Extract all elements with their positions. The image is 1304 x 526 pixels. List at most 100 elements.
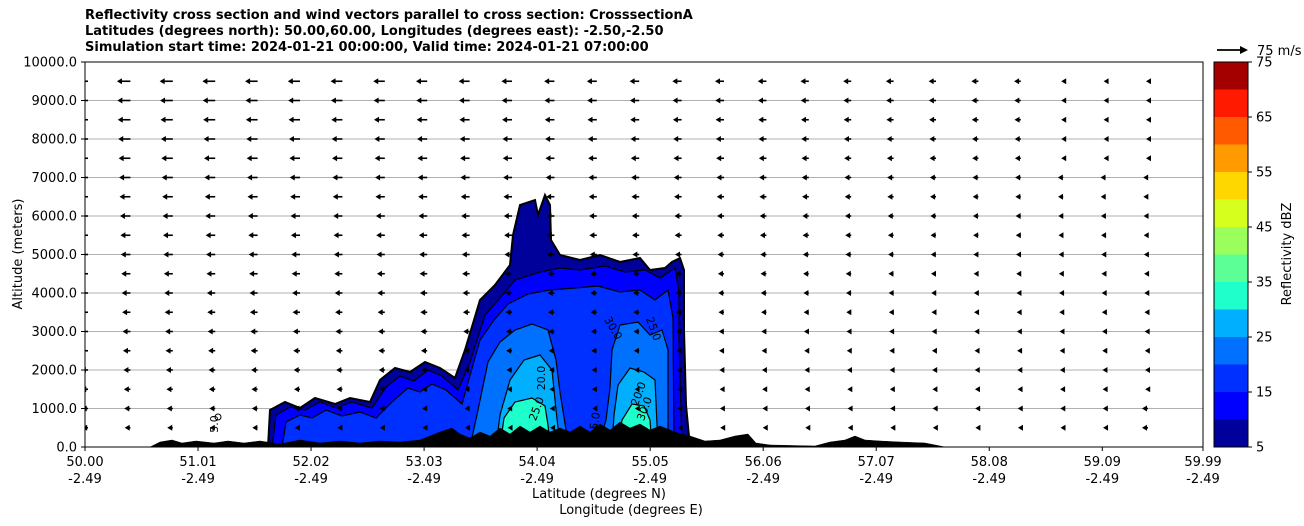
wind-vector-head [251,405,257,412]
wind-vector [676,347,682,354]
wind-vector [160,97,173,104]
wind-vector-head [547,270,553,277]
wind-vector [973,232,979,239]
wind-vector-head [334,270,340,277]
wind-vector [591,328,597,335]
wind-vector-head [930,213,936,219]
wind-vector-head [1100,174,1106,181]
wind-vector [974,309,980,316]
wind-vector [1017,424,1023,431]
wind-vector [587,97,597,104]
wind-vector-head [1060,386,1066,393]
wind-vector-head [588,174,594,181]
wind-vector [674,193,682,200]
wind-vector [119,193,131,200]
wind-vector-head [374,136,380,142]
wind-vector [887,193,894,200]
colorbar-band [1214,392,1248,420]
wind-vector-head [205,232,211,239]
wind-vector-head [1144,309,1150,316]
wind-vector [85,311,88,314]
wind-vector [252,424,258,431]
wind-vector [246,155,258,162]
wind-vector [716,155,724,162]
wind-vector [1059,367,1065,373]
wind-vector-head [121,290,127,296]
wind-vector [415,78,428,85]
wind-vector-head [506,367,512,373]
wind-vector-head [422,424,428,431]
colorbar-tick-label: 75 [1256,56,1273,71]
wind-vectors [76,78,1151,431]
wind-vector-head [630,116,636,123]
x-tick-lon: -2.49 [407,472,441,487]
wind-vector-head [629,97,635,104]
wind-vector-head [458,78,464,85]
wind-vector [418,193,428,200]
wind-vector [629,97,640,104]
wind-vector [123,367,131,373]
wind-vector [249,309,258,316]
wind-vector [802,251,809,258]
wind-vector [334,270,343,277]
wind-vector-head [166,405,172,412]
wind-vector [202,97,216,104]
wind-vector-head [119,193,125,200]
wind-vector-head [762,424,768,431]
wind-vector [718,290,724,296]
wind-vector-head [209,405,215,412]
wind-vector-head [889,347,895,354]
wind-vector-head [846,309,852,316]
wind-vector [635,424,641,431]
wind-vector [1146,136,1151,142]
wind-vector-head [847,405,853,412]
wind-vector [121,270,131,277]
wind-vector-head [118,155,124,162]
wind-vector-head [251,367,257,373]
wind-vector-head [379,386,385,393]
wind-vector [421,367,428,373]
wind-vector [589,213,597,219]
wind-vector-head [288,97,294,104]
wind-vector-head [674,193,680,200]
colorbar-band [1214,199,1248,227]
wind-vector-head [76,155,81,161]
wind-vector [163,232,173,239]
wind-vector [85,80,88,83]
wind-vector [379,386,385,393]
wind-vector [85,272,88,275]
wind-vector [204,174,216,181]
wind-vector-head [1100,213,1106,219]
wind-vector [1059,290,1065,296]
wind-vector [420,309,428,316]
wind-vector [676,328,682,335]
wind-vector-head [332,193,338,200]
wind-vector [85,234,88,237]
wind-vector [289,155,300,162]
wind-vector [207,328,216,335]
wind-vector [1103,97,1109,104]
wind-vector [1016,251,1022,258]
wind-vector [932,405,938,412]
wind-vector [1144,309,1150,316]
wind-vector-head [1103,116,1109,123]
wind-vector-head [888,251,894,258]
wind-vector-head [1058,232,1064,239]
wind-vector [590,290,597,296]
wind-vector-head [292,309,298,316]
wind-vector-head [118,136,124,142]
wind-vector [288,97,300,104]
wind-vector [1101,309,1107,316]
wind-vector [1103,116,1109,123]
wind-vector [846,309,852,316]
wind-vector-head [417,155,423,162]
wind-vector-head [1060,424,1066,431]
wind-vector [845,251,852,258]
x-tick-lat: 57.07 [858,455,895,470]
colorbar: 5 15 25 35 45 55 65 75 Reflectivity dBZ [1213,56,1295,456]
wind-vector [459,97,470,104]
wind-vector [85,195,88,198]
wind-vector-head [1143,174,1149,181]
wind-vector [462,270,470,277]
wind-vector-head [1017,367,1023,373]
